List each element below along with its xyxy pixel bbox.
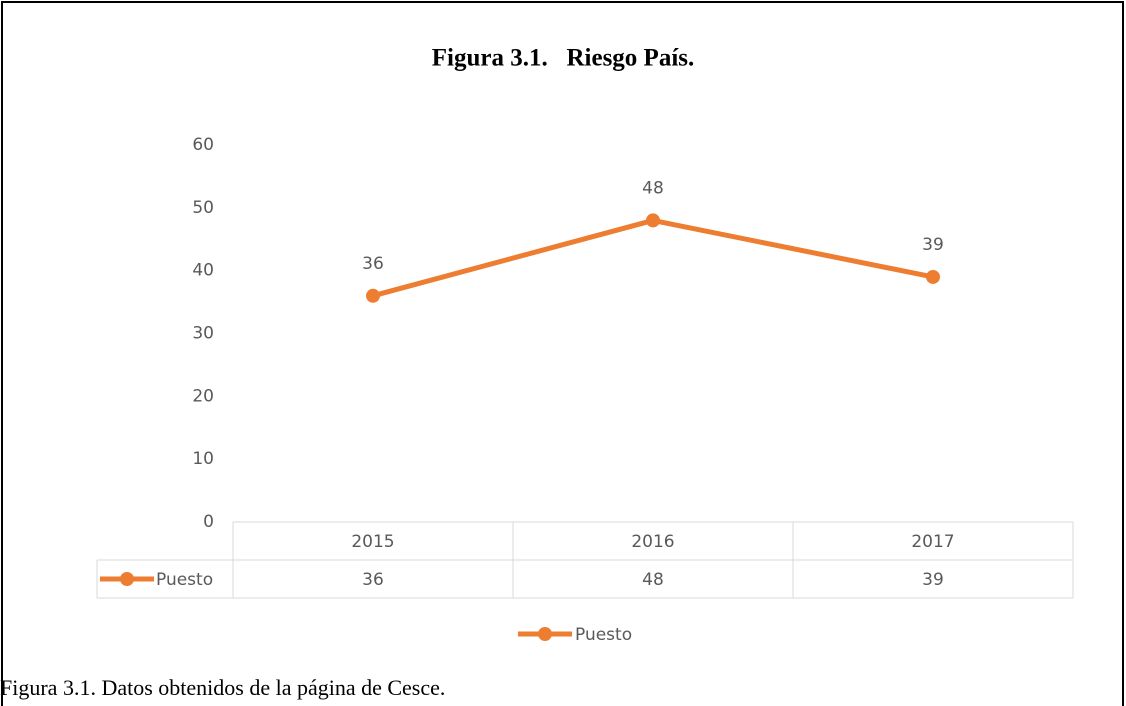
- y-tick-label: 40: [192, 261, 214, 281]
- data-label: 36: [362, 254, 384, 274]
- y-tick-label: 30: [192, 324, 214, 344]
- data-label: 39: [922, 235, 944, 255]
- caption: Figura 3.1. Datos obtenidos de la página…: [0, 675, 445, 700]
- table-value: 36: [362, 570, 384, 590]
- table-legend-dot: [120, 572, 134, 586]
- table-value: 48: [642, 570, 664, 590]
- y-tick-label: 60: [192, 135, 214, 155]
- legend-marker-dot: [538, 627, 552, 641]
- point: [646, 213, 660, 228]
- legend-label: Puesto: [575, 625, 632, 645]
- x-tick-label: 2015: [351, 532, 394, 552]
- y-tick-label: 10: [192, 449, 214, 469]
- x-tick-label: 2017: [911, 532, 954, 552]
- y-tick-label: 50: [192, 198, 214, 218]
- point: [926, 269, 940, 284]
- data-label: 48: [642, 178, 664, 198]
- y-tick-label: 20: [192, 386, 214, 406]
- x-tick-label: 2016: [631, 532, 674, 552]
- table-series-name: Puesto: [156, 570, 213, 590]
- line: [372, 217, 934, 299]
- table-value: 39: [922, 570, 944, 590]
- y-tick-label: 0: [203, 512, 214, 532]
- point: [366, 288, 380, 303]
- chart-title: Figura 3.1. Riesgo País.: [432, 45, 695, 72]
